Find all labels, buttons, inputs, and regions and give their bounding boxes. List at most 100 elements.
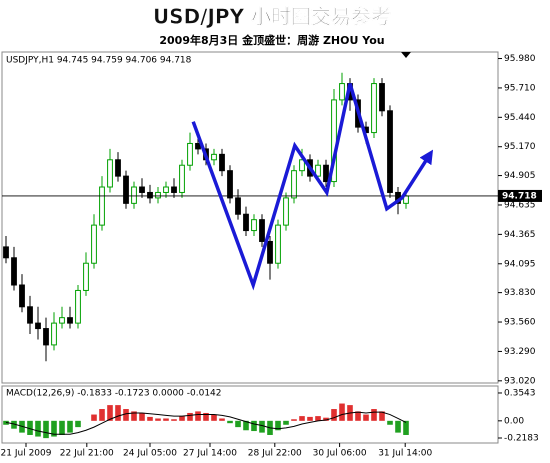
candle-body — [291, 170, 297, 199]
candle-body — [35, 322, 41, 330]
candle-body — [43, 328, 49, 346]
macd-bar — [243, 420, 249, 431]
x-tick-label: 27 Jul 14:00 — [183, 449, 237, 459]
x-tick-label: 21 Jul 2009 — [1, 449, 52, 459]
macd-bar — [403, 420, 409, 435]
macd-bar — [163, 418, 169, 421]
macd-bar — [323, 417, 329, 421]
x-tick-label: 30 Jul 06:00 — [313, 449, 367, 459]
candle-body — [315, 164, 321, 177]
macd-bar — [235, 420, 241, 428]
macd-bar — [123, 409, 129, 421]
candle-body — [51, 322, 57, 346]
macd-bar — [211, 414, 217, 421]
price-panel — [1, 51, 499, 384]
macd-bar — [363, 414, 369, 421]
candle-body — [387, 110, 393, 193]
macd-bar — [59, 420, 65, 435]
candle-body — [243, 213, 249, 232]
y-tick-label: 93.290 — [504, 347, 536, 357]
macd-bar — [299, 416, 305, 421]
macd-bar — [291, 419, 297, 421]
period-marker — [401, 52, 411, 58]
y-tick-label: 93.830 — [504, 288, 536, 298]
macd-bar — [355, 411, 361, 421]
macd-bar — [195, 411, 201, 421]
macd-bar — [115, 405, 121, 421]
candle-body — [139, 186, 145, 193]
candle-body — [27, 306, 33, 324]
chart-subtitle: 2009年8月3日 金顶盛世：周游 ZHOU You — [159, 33, 384, 47]
y-tick-label: 93.020 — [504, 376, 536, 386]
candle-body — [3, 246, 9, 259]
candle-body — [59, 317, 65, 324]
candle-body — [155, 191, 161, 199]
candle-body — [299, 159, 305, 172]
candle-body — [283, 197, 289, 226]
macd-bar — [227, 420, 233, 424]
macd-bar — [91, 414, 97, 421]
x-tick-label: 31 Jul 14:00 — [378, 449, 432, 459]
macd-bar — [379, 411, 385, 421]
candle-body — [379, 83, 385, 112]
macd-bar — [219, 418, 225, 421]
candle-body — [323, 164, 329, 183]
y-tick-label: 94.095 — [504, 259, 536, 269]
candle-body — [371, 83, 377, 134]
candle-body — [115, 159, 121, 177]
macd-bar — [331, 409, 337, 421]
macd-bar — [179, 416, 185, 421]
macd-bar — [315, 416, 321, 421]
macd-bar — [147, 416, 153, 421]
macd-bar — [387, 420, 393, 425]
candle-body — [219, 153, 225, 172]
candle-body — [147, 191, 153, 199]
y-tick-label: 95.980 — [504, 54, 536, 64]
macd-bar — [395, 420, 401, 433]
candle-body — [91, 224, 97, 264]
macd-signal — [5, 411, 407, 435]
last-price-label: 94.718 — [502, 191, 537, 201]
macd-bar — [275, 420, 281, 431]
candle-body — [227, 170, 233, 199]
macd-bar — [99, 409, 105, 421]
macd-bar — [155, 418, 161, 421]
macd-bar — [251, 420, 257, 432]
symbol-header: USDJPY,H1 94.745 94.759 94.706 94.718 — [6, 56, 192, 66]
macd-bar — [43, 420, 49, 439]
y-tick-label: 0.3543 — [504, 388, 536, 398]
candle-body — [267, 240, 273, 264]
y-tick-label: 0.00 — [504, 416, 524, 426]
x-tick-label: 22 Jul 21:00 — [60, 449, 114, 459]
macd-bar — [75, 420, 81, 428]
y-tick-label: 95.440 — [504, 113, 536, 123]
candle-body — [211, 153, 217, 161]
candle-body — [99, 186, 105, 226]
macd-bar — [203, 412, 209, 421]
y-tick-label: 94.905 — [504, 171, 536, 181]
macd-bar — [51, 420, 57, 437]
candle-body — [67, 317, 73, 324]
candle-body — [123, 175, 129, 204]
y-tick-label: 94.365 — [504, 230, 536, 240]
candle-body — [107, 159, 113, 188]
macd-panel — [1, 385, 499, 444]
x-tick-label: 28 Jul 22:00 — [248, 449, 302, 459]
candle-body — [187, 142, 193, 166]
y-tick-label: 94.635 — [504, 200, 536, 210]
macd-bar — [187, 412, 193, 421]
macd-bar — [27, 420, 33, 435]
candle-body — [83, 262, 89, 291]
candle-body — [339, 83, 345, 101]
trend-zigzag — [191, 83, 434, 291]
candle-body — [251, 219, 257, 232]
macd-bar — [283, 420, 289, 425]
candle-body — [11, 257, 17, 286]
candle-body — [75, 289, 81, 324]
macd-bar — [259, 420, 265, 433]
macd-header: MACD(12,26,9) -0.1833 -0.1723 0.0000 -0.… — [6, 389, 222, 399]
candle-body — [179, 164, 185, 193]
macd-bar — [307, 416, 313, 421]
candle-body — [163, 186, 169, 193]
